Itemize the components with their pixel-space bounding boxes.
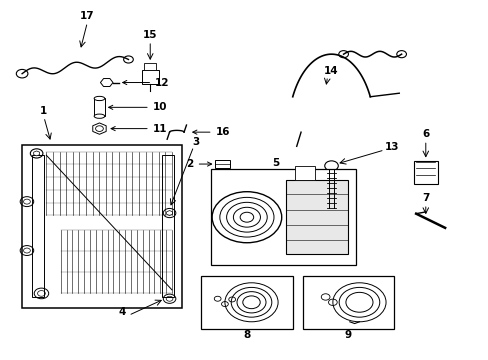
Text: 12: 12 xyxy=(122,77,169,87)
Bar xyxy=(32,155,44,297)
Text: 17: 17 xyxy=(80,11,95,21)
Bar xyxy=(295,166,314,180)
Text: 6: 6 xyxy=(421,130,428,139)
Text: 14: 14 xyxy=(324,66,338,76)
Text: 7: 7 xyxy=(421,193,428,203)
Text: 4: 4 xyxy=(119,307,126,318)
Text: 16: 16 xyxy=(192,127,229,137)
Bar xyxy=(162,155,174,297)
Ellipse shape xyxy=(94,114,104,118)
Text: 1: 1 xyxy=(40,107,47,116)
Ellipse shape xyxy=(94,96,104,100)
Bar xyxy=(141,70,159,84)
Text: 8: 8 xyxy=(243,330,250,340)
Text: 13: 13 xyxy=(384,142,398,152)
Text: 15: 15 xyxy=(142,30,157,40)
Bar xyxy=(302,276,393,329)
Bar xyxy=(413,161,437,184)
Text: 2: 2 xyxy=(186,159,211,169)
Bar xyxy=(201,276,292,329)
Text: 5: 5 xyxy=(272,158,279,168)
Text: 3: 3 xyxy=(192,136,200,147)
Bar xyxy=(210,169,355,265)
Bar xyxy=(94,99,104,116)
Bar xyxy=(22,145,181,307)
Bar xyxy=(285,180,348,255)
Text: 9: 9 xyxy=(344,330,351,340)
Text: 11: 11 xyxy=(111,123,167,134)
Text: 10: 10 xyxy=(108,102,167,112)
Bar xyxy=(215,160,229,168)
Bar xyxy=(144,63,156,70)
